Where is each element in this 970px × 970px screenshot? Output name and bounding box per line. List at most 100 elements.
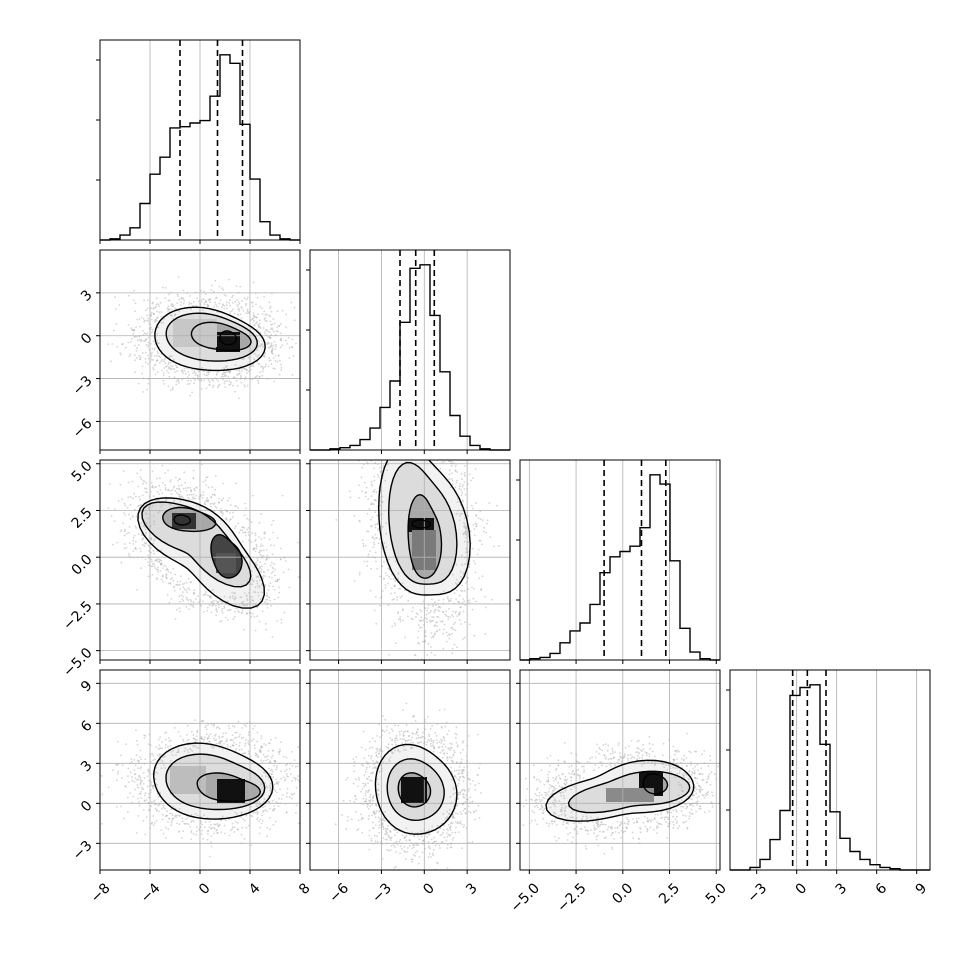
sample-point [127, 767, 130, 770]
sample-point [427, 856, 430, 858]
sample-point [134, 354, 136, 356]
density-cell [606, 788, 654, 802]
sample-point [150, 805, 152, 807]
sample-point [425, 412, 427, 414]
sample-point [376, 514, 379, 517]
sample-point [252, 352, 255, 354]
sample-point [361, 787, 364, 790]
sample-point [407, 599, 410, 602]
sample-point [558, 785, 561, 787]
sample-point [134, 495, 137, 498]
sample-point [150, 558, 153, 561]
sample-point [260, 555, 263, 557]
sample-point [688, 815, 691, 817]
sample-point [125, 546, 128, 549]
sample-point [473, 634, 476, 637]
sample-point [207, 373, 210, 375]
sample-point [374, 596, 377, 598]
sample-point [134, 359, 136, 362]
sample-point [542, 809, 545, 812]
sample-point [226, 371, 228, 373]
x-tick-label: 0 [420, 880, 438, 898]
sample-point [454, 831, 457, 834]
sample-point [691, 802, 694, 805]
sample-point [349, 496, 352, 499]
sample-point [203, 814, 206, 817]
sample-point [154, 778, 157, 780]
sample-point [138, 775, 141, 778]
sample-point [251, 596, 254, 598]
sample-point [448, 473, 451, 476]
sample-point [235, 607, 238, 610]
sample-point [461, 601, 464, 604]
sample-point [239, 742, 241, 744]
sample-point [386, 469, 389, 471]
sample-point [250, 844, 252, 846]
sample-point [159, 762, 162, 765]
sample-point [491, 598, 494, 601]
sample-point [568, 766, 571, 768]
sample-point [171, 754, 174, 756]
sample-point [185, 596, 188, 599]
sample-point [149, 782, 152, 785]
sample-point [154, 537, 157, 540]
sample-point [169, 389, 172, 391]
sample-point [454, 792, 457, 794]
sample-point [353, 760, 356, 763]
sample-point [474, 571, 477, 574]
sample-point [261, 374, 264, 377]
sample-point [254, 538, 257, 541]
sample-point [197, 376, 199, 379]
sample-point [366, 462, 369, 465]
sample-point [632, 818, 634, 820]
sample-point [394, 829, 396, 831]
sample-point [153, 349, 155, 351]
sample-point [163, 317, 166, 320]
sample-point [240, 381, 243, 384]
sample-point [561, 786, 564, 789]
sample-point [463, 481, 466, 483]
sample-point [636, 821, 639, 824]
sample-point [483, 530, 485, 533]
sample-point [256, 740, 258, 743]
sample-point [258, 586, 261, 589]
sample-point [231, 296, 233, 299]
sample-point [208, 383, 211, 386]
sample-point [169, 291, 172, 294]
sample-point [447, 452, 449, 454]
sample-point [365, 761, 368, 763]
sample-point [178, 382, 180, 384]
sample-point [140, 786, 143, 789]
sample-point [265, 759, 267, 762]
sample-point [450, 445, 452, 447]
sample-point [219, 740, 222, 743]
sample-point [167, 745, 169, 748]
sample-point [692, 767, 695, 770]
sample-point [173, 589, 176, 592]
sample-point [465, 551, 468, 554]
sample-point [410, 747, 413, 750]
sample-point [382, 475, 385, 477]
sample-point [242, 752, 244, 755]
sample-point [123, 502, 126, 505]
sample-point [535, 804, 538, 807]
sample-point [662, 762, 665, 765]
sample-point [258, 319, 261, 322]
sample-point [186, 376, 189, 378]
sample-point [678, 784, 681, 786]
sample-point [571, 816, 574, 819]
sample-point [225, 307, 228, 309]
sample-point [402, 709, 404, 711]
sample-point [390, 438, 392, 440]
sample-point [268, 596, 271, 599]
sample-point [445, 458, 447, 460]
sample-point [627, 759, 629, 762]
sample-point [570, 776, 573, 778]
sample-point [560, 814, 563, 816]
sample-point [364, 794, 367, 797]
sample-point [212, 599, 215, 602]
sample-point [189, 747, 191, 750]
sample-point [256, 580, 258, 583]
sample-point [203, 379, 206, 381]
sample-point [461, 847, 463, 849]
